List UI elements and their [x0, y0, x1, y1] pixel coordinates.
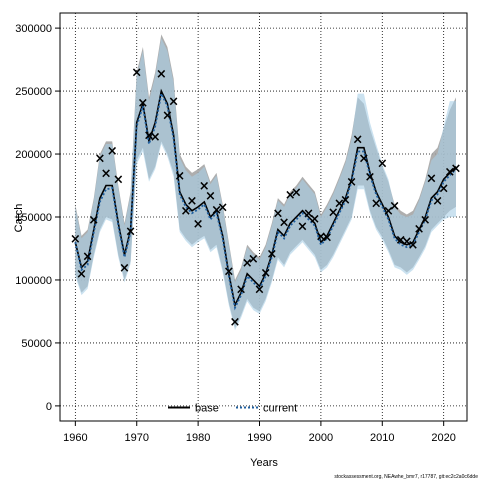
y-axis-title: Catch [13, 204, 25, 233]
y-axis: 0 50000 100000 150000 200000 250000 300000 [15, 23, 60, 413]
observed-point: × [266, 247, 277, 262]
observed-point: × [248, 252, 259, 267]
observed-point: × [438, 182, 449, 197]
x-tick-label: 1980 [186, 432, 210, 444]
observed-point: × [144, 129, 155, 144]
y-tick-label: 50000 [21, 338, 52, 350]
observed-point: × [242, 256, 253, 271]
y-tick-label: 200000 [15, 149, 52, 161]
observed-point: × [236, 282, 247, 297]
observed-point: × [199, 179, 210, 194]
y-tick-label: 0 [46, 401, 52, 413]
observed-point: × [131, 66, 142, 81]
observed-point: × [70, 232, 81, 247]
confidence-bands [75, 34, 457, 331]
observed-point: × [94, 151, 105, 166]
observed-point: × [426, 171, 437, 186]
observed-point: × [174, 169, 185, 184]
observed-point: × [371, 197, 382, 212]
legend-label-base: base [195, 403, 219, 415]
observed-point: × [377, 156, 388, 171]
observed-point: × [303, 207, 314, 222]
x-tick-label: 2000 [309, 432, 333, 444]
observed-point: × [420, 213, 431, 228]
observed-point: × [432, 194, 443, 209]
observed-point: × [334, 197, 345, 212]
x-tick-label: 1990 [247, 432, 271, 444]
observed-point: × [395, 233, 406, 248]
observed-point: × [365, 170, 376, 185]
observed-point: × [107, 144, 118, 159]
observed-point: × [291, 185, 302, 200]
x-tick-label: 1960 [63, 432, 87, 444]
observed-point: × [211, 203, 222, 218]
y-tick-label: 250000 [15, 86, 52, 98]
observed-point: × [150, 130, 161, 145]
x-axis: 1960 1970 1980 1990 2000 2010 2020 [63, 421, 456, 444]
observed-point: × [180, 204, 191, 219]
observed-point: × [315, 229, 326, 244]
observed-point: × [223, 265, 234, 280]
observed-point: × [162, 109, 173, 124]
legend: base current [168, 403, 297, 415]
observed-point: × [76, 267, 87, 282]
x-axis-title: Years [250, 457, 278, 469]
observed-point: × [328, 205, 339, 220]
observed-point: × [346, 175, 357, 190]
observed-point: × [450, 161, 461, 176]
observed-point: × [389, 199, 400, 214]
x-tick-label: 2010 [370, 432, 394, 444]
observed-point: × [101, 166, 112, 181]
observed-point: × [322, 231, 333, 246]
observed-points: ××××××××××××××××××××××××××××××××××××××××… [70, 66, 462, 330]
observed-point: × [285, 188, 296, 203]
x-tick-label: 2020 [431, 432, 455, 444]
observed-point: × [217, 200, 228, 215]
series-lines [74, 88, 457, 311]
legend-label-current: current [263, 403, 297, 415]
observed-point: × [352, 132, 363, 147]
observed-point: × [156, 67, 167, 82]
observed-point: × [88, 213, 99, 228]
observed-point: × [340, 193, 351, 208]
observed-point: × [358, 151, 369, 166]
observed-point: × [279, 216, 290, 231]
observed-point: × [193, 217, 204, 232]
observed-point: × [187, 194, 198, 209]
observed-point: × [230, 315, 241, 330]
observed-point: × [137, 96, 148, 111]
observed-point: × [401, 234, 412, 249]
band-current [75, 38, 457, 331]
observed-point: × [383, 204, 394, 219]
observed-point: × [113, 173, 124, 188]
observed-point: × [408, 238, 419, 253]
observed-point: × [260, 266, 271, 281]
x-tick-label: 1970 [124, 432, 148, 444]
y-tick-label: 100000 [15, 275, 52, 287]
observed-point: × [254, 282, 265, 297]
credit-text: stockassessment.org, NEAwhe_bmr7, r17787… [334, 474, 478, 480]
y-tick-label: 300000 [15, 23, 52, 35]
observed-point: × [414, 222, 425, 237]
observed-point: × [168, 95, 179, 110]
observed-point: × [309, 212, 320, 227]
observed-point: × [125, 224, 136, 239]
observed-point: × [444, 165, 455, 180]
observed-point: × [82, 250, 93, 265]
observed-point: × [272, 207, 283, 222]
y-tick-label: 150000 [15, 212, 52, 224]
observed-point: × [205, 189, 216, 204]
observed-point: × [297, 219, 308, 234]
observed-point: × [119, 261, 130, 276]
